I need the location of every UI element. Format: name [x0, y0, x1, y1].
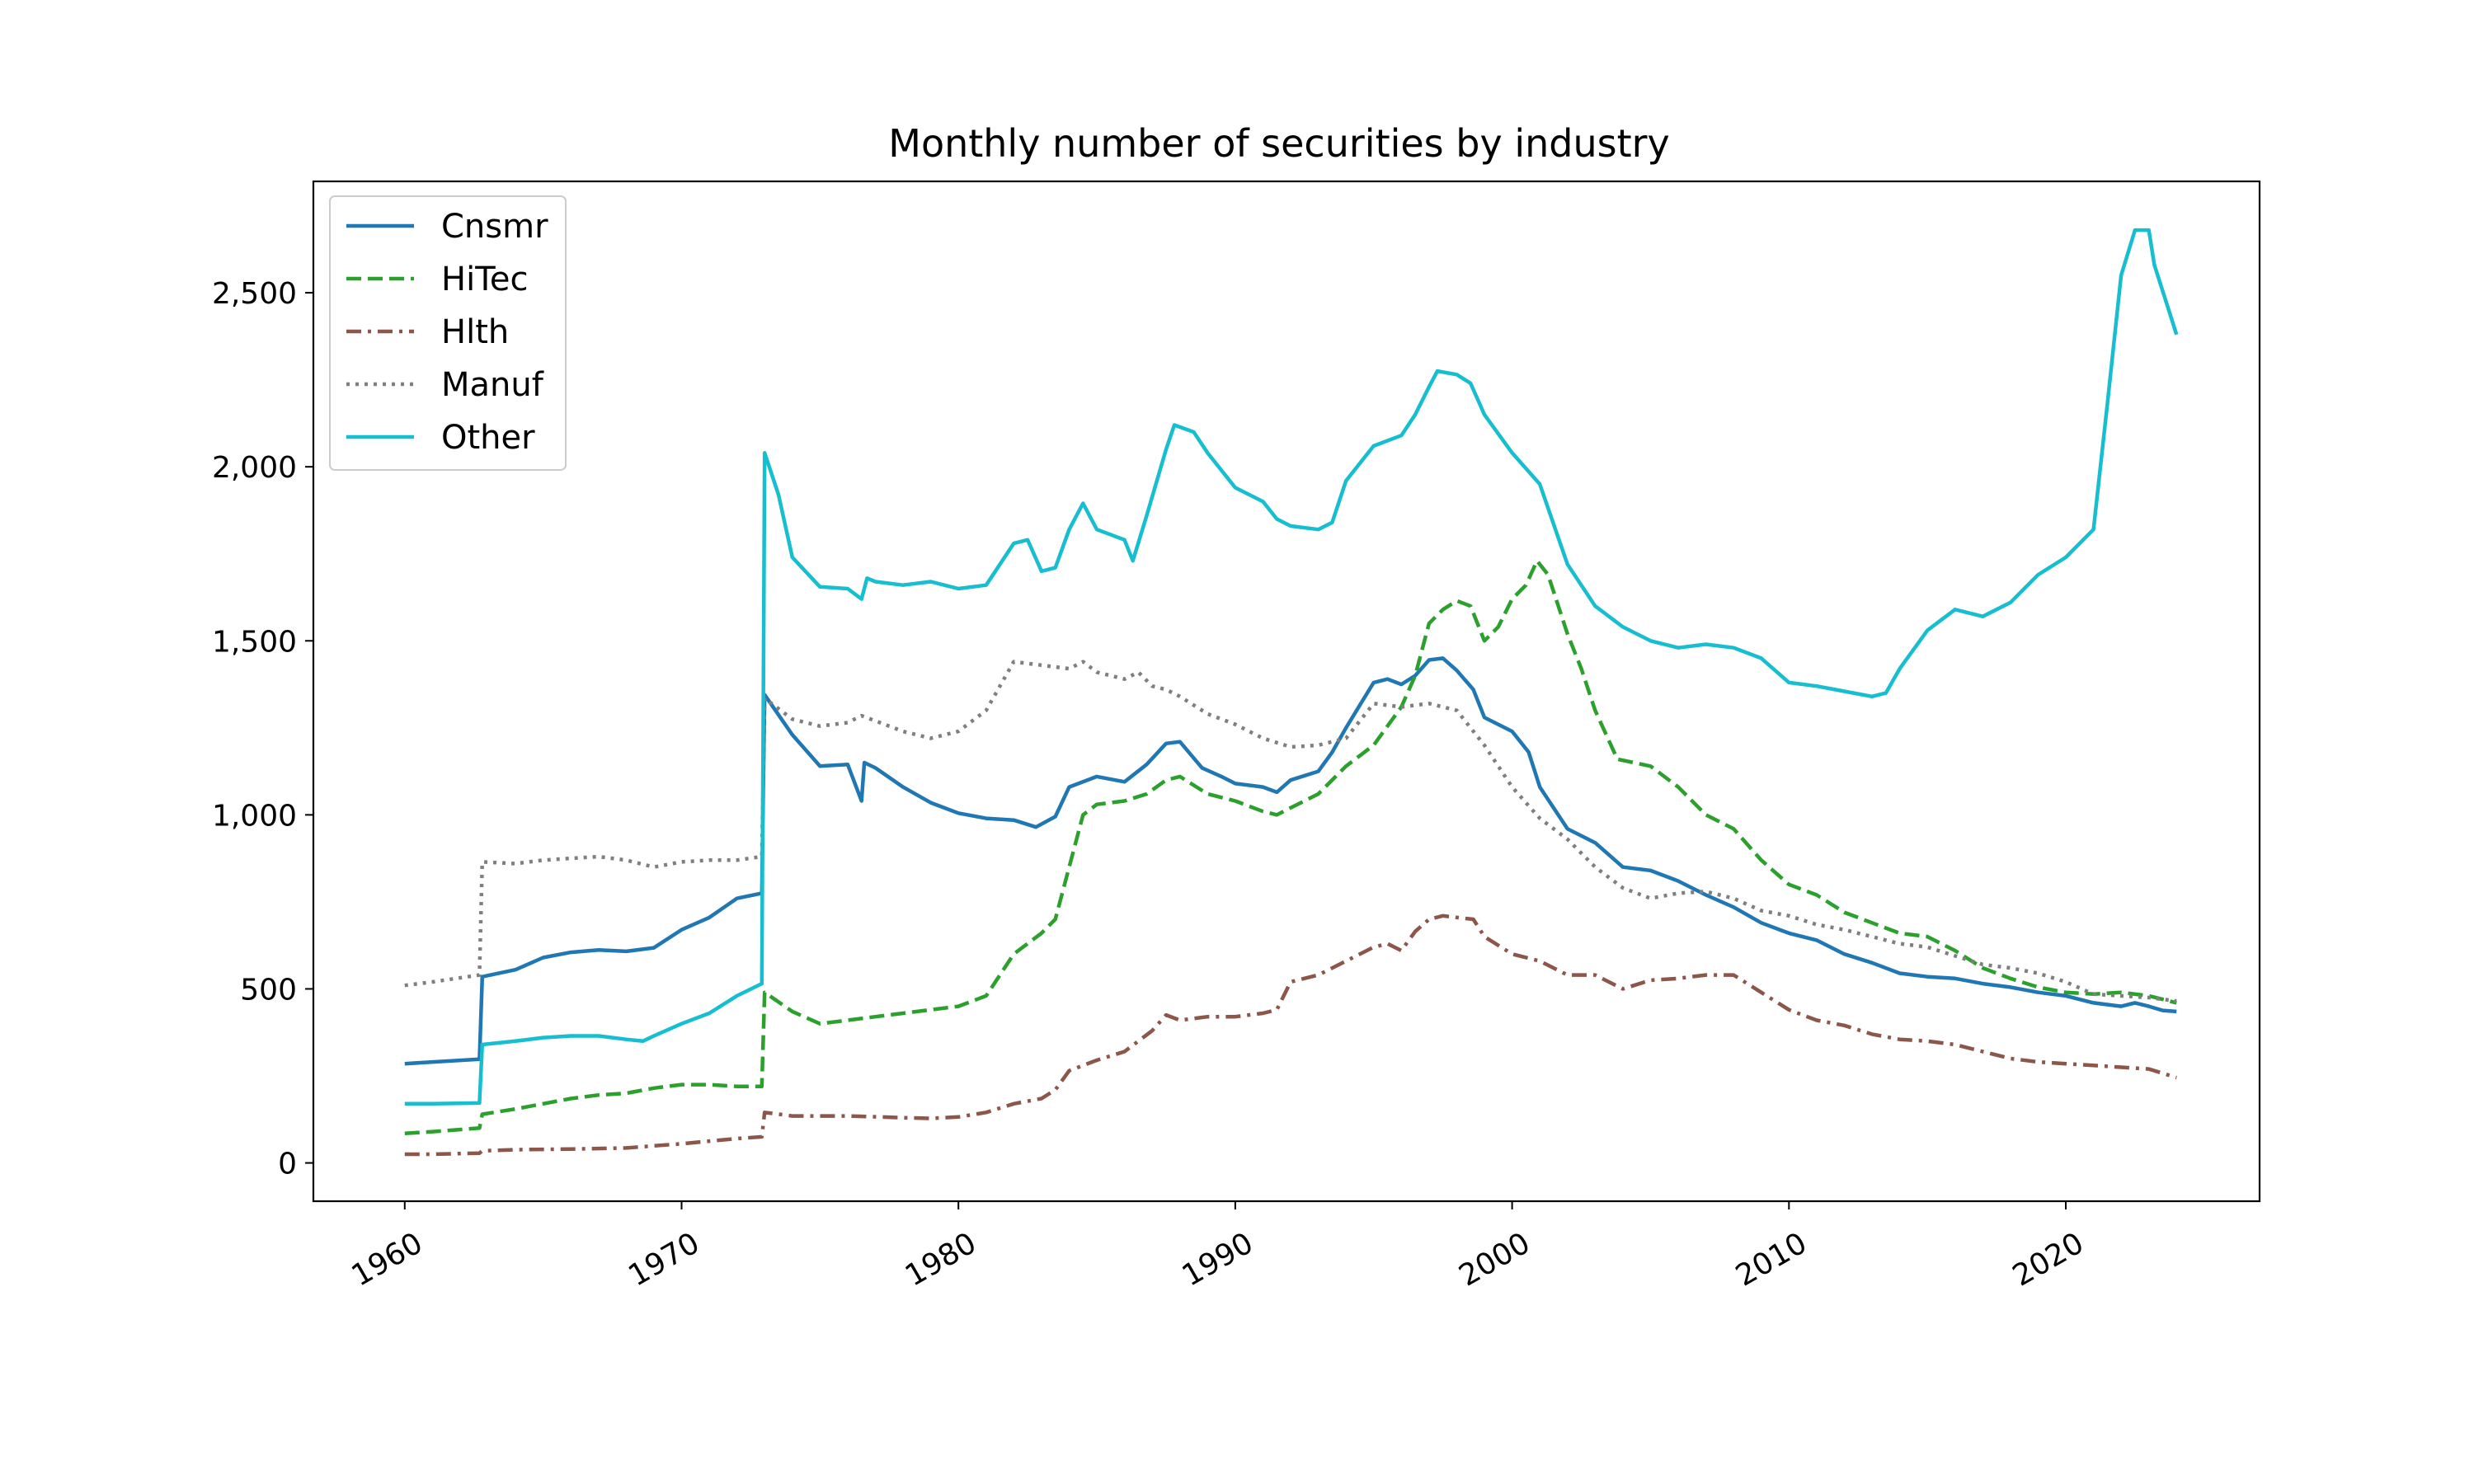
legend-box [329, 195, 567, 471]
legend-label-hitec: HiTec [441, 261, 528, 298]
legend-label-other: Other [441, 419, 535, 457]
y-tick-label: 500 [240, 973, 297, 1007]
y-tick-label: 2,000 [212, 451, 297, 485]
y-axis: 0 500 1,000 1,500 2,000 2,500 [212, 277, 313, 1181]
legend-label-hlth: Hlth [441, 313, 509, 351]
series-line-manuf [404, 660, 2177, 1003]
y-tick-label: 1,000 [212, 799, 297, 833]
series-line-other [404, 228, 2179, 1106]
chart-title: Monthly number of securities by industry [888, 121, 1670, 166]
series-line-hlth [404, 913, 2177, 1157]
legend: Cnsmr HiTec Hlth Manuf Other [329, 195, 567, 471]
y-tick-label: 0 [278, 1148, 297, 1181]
plot-frame [312, 180, 2261, 1203]
series-layer [404, 228, 2179, 1157]
series-line-hitec [404, 558, 2177, 1135]
legend-label-manuf: Manuf [441, 366, 544, 404]
y-tick-label: 1,500 [212, 625, 297, 659]
y-tick-label: 2,500 [212, 277, 297, 311]
legend-label-cnsmr: Cnsmr [441, 208, 548, 246]
